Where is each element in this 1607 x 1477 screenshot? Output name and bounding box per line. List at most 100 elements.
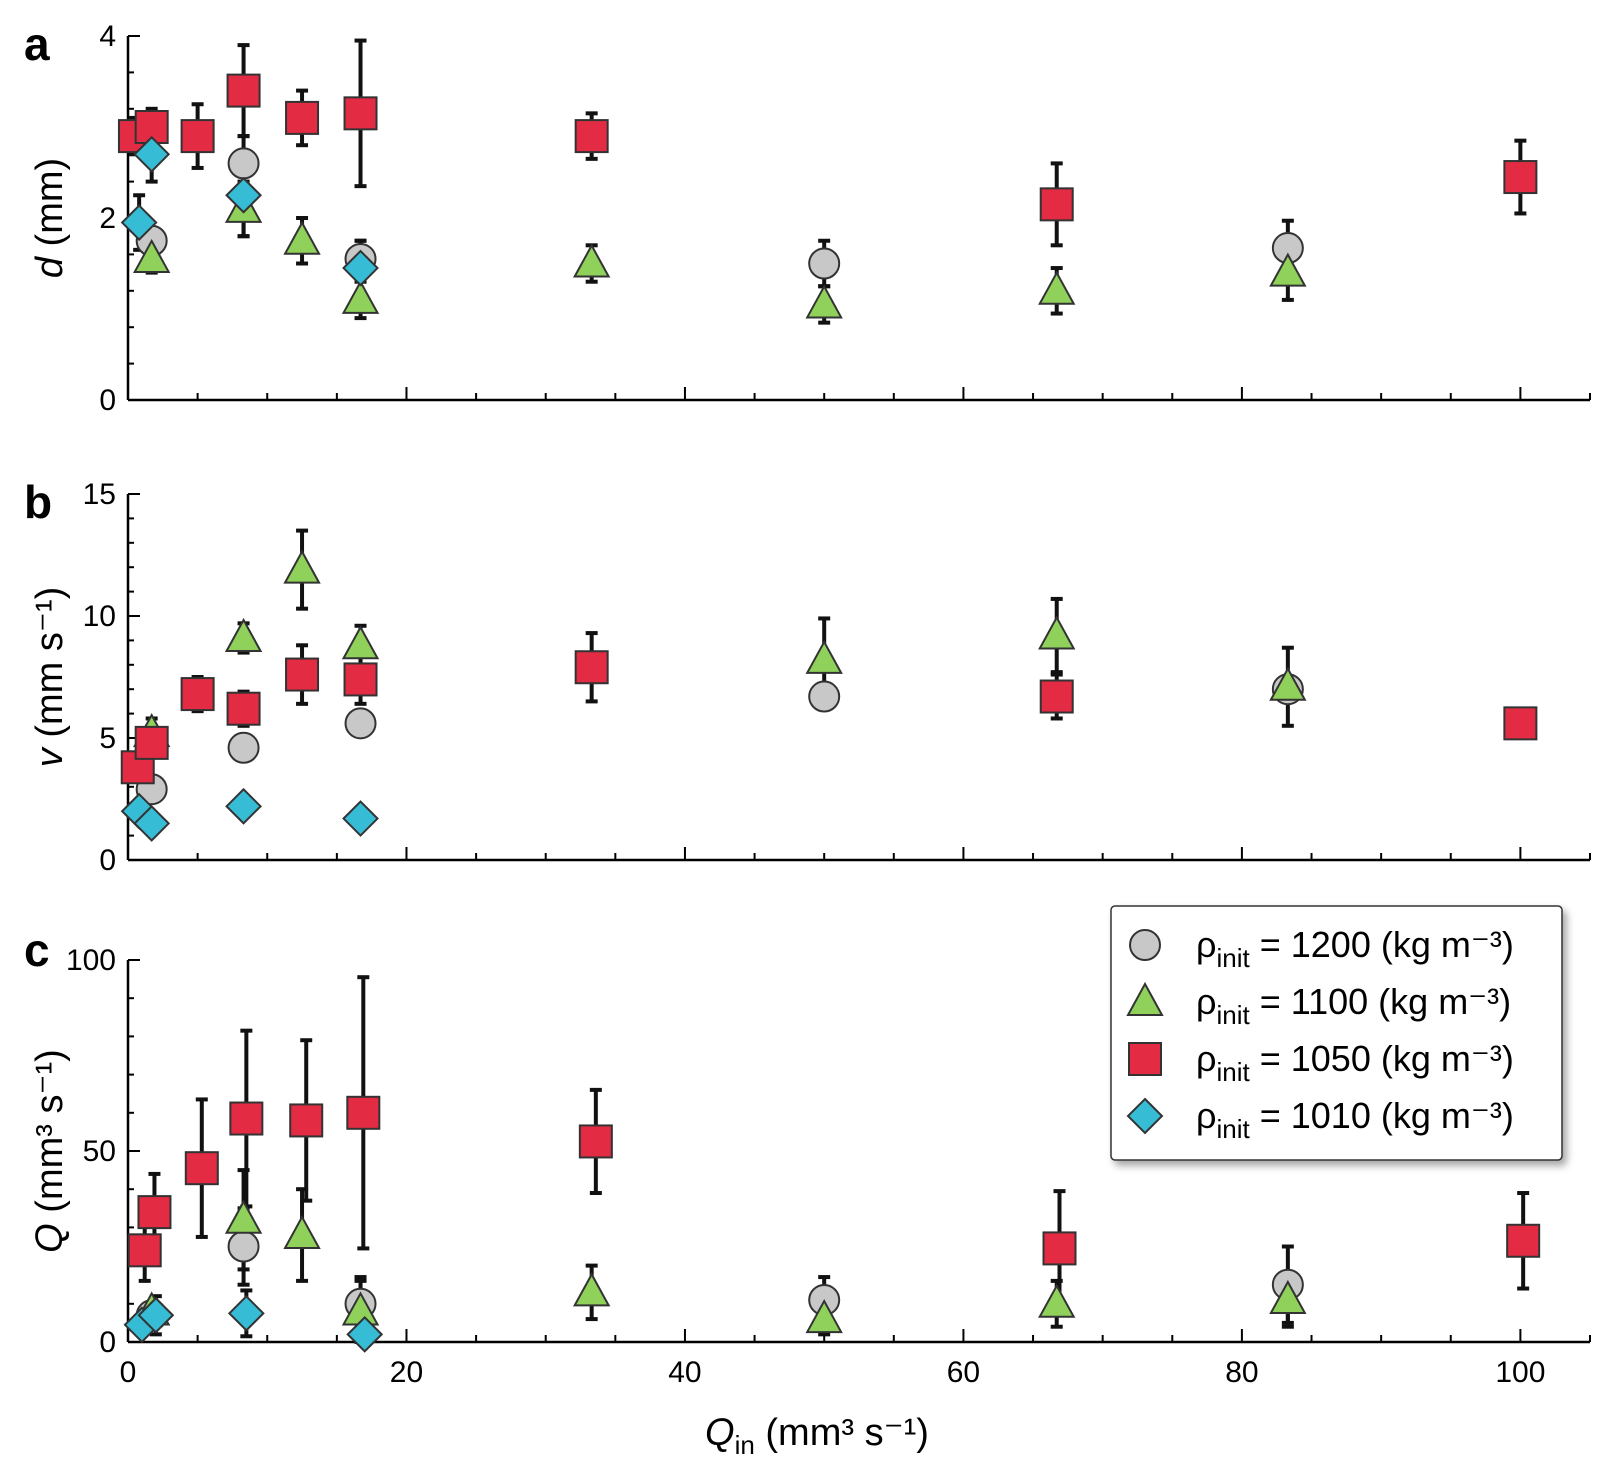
- data-point-1100: [283, 1214, 321, 1250]
- data-point-1050: [574, 119, 609, 154]
- series-1200-errorbars: [145, 134, 1294, 289]
- legend-marker-diamond: [1126, 1097, 1164, 1135]
- panel-label: b: [24, 476, 52, 528]
- legend-label: ρinit = 1200 (kg m⁻³): [1196, 924, 1514, 973]
- data-point-1050: [1039, 679, 1074, 714]
- series-1010: [123, 1294, 384, 1353]
- x-axis-title-unit: (mm³ s⁻¹): [755, 1412, 929, 1454]
- legend-label: ρinit = 1050 (kg m⁻³): [1196, 1038, 1514, 1087]
- data-point-1200: [808, 680, 841, 713]
- data-point-1200: [227, 147, 260, 180]
- data-point-1100: [341, 625, 380, 660]
- y-tick-label: 5: [99, 722, 116, 755]
- legend-item-1050: ρinit = 1050 (kg m⁻³): [1128, 1038, 1514, 1087]
- data-point-1010: [133, 135, 171, 173]
- data-point-1010: [346, 1315, 384, 1353]
- data-point-1100: [341, 279, 380, 314]
- x-tick-label: 60: [947, 1356, 980, 1389]
- y-tick-label: 2: [99, 202, 116, 235]
- y-axis-title: Q (mm³ s⁻¹): [29, 1049, 71, 1253]
- legend-item-1010: ρinit = 1010 (kg m⁻³): [1126, 1095, 1514, 1144]
- data-point-1050: [1503, 160, 1538, 195]
- panel-label: a: [24, 18, 50, 70]
- y-tick-label: 10: [83, 600, 116, 633]
- data-point-1100: [283, 549, 321, 584]
- panel-c: 0 50 100 0 20 40 60 80 100 c Q (mm³ s⁻¹): [24, 924, 1591, 1389]
- data-point-1050: [137, 1195, 172, 1230]
- x-tick-label: 40: [668, 1356, 701, 1389]
- data-point-1010: [225, 787, 262, 825]
- series-1100-errorbars: [237, 1168, 1294, 1344]
- series-1100: [132, 549, 1307, 748]
- data-point-1010: [227, 1294, 265, 1332]
- y-tick-label: 100: [66, 944, 116, 977]
- y-axis-title: d (mm): [29, 158, 71, 278]
- data-point-1050: [226, 73, 261, 108]
- y-axis-title-var: Q: [29, 1223, 71, 1253]
- data-point-1100: [805, 639, 843, 674]
- data-point-1050: [346, 1095, 381, 1130]
- series-1200-errorbars: [237, 1206, 1294, 1333]
- data-point-1100: [1269, 1279, 1307, 1314]
- y-tick-label: 0: [99, 844, 116, 877]
- y-tick-label: 4: [99, 20, 116, 53]
- data-point-1050: [1039, 187, 1074, 222]
- data-point-1050: [229, 1101, 264, 1136]
- legend-label: ρinit = 1010 (kg m⁻³): [1196, 1095, 1514, 1144]
- y-tick-label: 50: [83, 1135, 116, 1168]
- legend-marker-circle: [1129, 929, 1161, 961]
- y-tick-label: 15: [83, 478, 116, 511]
- data-point-1010: [137, 1296, 175, 1334]
- data-point-1100: [1038, 615, 1076, 650]
- y-axis-title-unit: (mm): [29, 158, 71, 257]
- data-point-1200: [808, 247, 841, 280]
- legend-item-1200: ρinit = 1200 (kg m⁻³): [1129, 924, 1514, 973]
- data-point-1050: [184, 1151, 219, 1186]
- x-tick-label: 0: [120, 1356, 137, 1389]
- legend-item-1100: ρinit = 1100 (kg m⁻³): [1126, 981, 1511, 1030]
- data-point-1100: [805, 1299, 843, 1334]
- series-1200: [135, 673, 1304, 806]
- data-point-1050: [134, 725, 169, 760]
- data-point-1100: [572, 243, 611, 278]
- x-tick-label: 80: [1225, 1356, 1258, 1389]
- data-point-1010: [342, 249, 379, 287]
- data-point-1100: [132, 238, 171, 273]
- data-point-1050: [343, 662, 378, 697]
- data-point-1100: [1038, 270, 1076, 305]
- data-point-1200: [227, 1230, 260, 1263]
- x-tick-label: 100: [1495, 1356, 1545, 1389]
- series-1100: [132, 1199, 1307, 1334]
- data-point-1050: [578, 1124, 613, 1159]
- series-1050: [127, 1095, 1541, 1268]
- series-1050: [120, 650, 1538, 785]
- x-axis-title-sub: in: [735, 1430, 755, 1460]
- data-point-1050: [1503, 706, 1538, 741]
- series-1010: [120, 787, 379, 842]
- data-point-1200: [344, 707, 377, 740]
- data-point-1050: [343, 96, 378, 131]
- y-tick-label: 0: [99, 1326, 116, 1359]
- data-point-1050: [180, 119, 215, 154]
- data-point-1050: [1506, 1223, 1541, 1258]
- y-axis-title-var: d: [29, 255, 71, 278]
- data-point-1050: [180, 677, 215, 712]
- y-axis-title-unit: (mm³ s⁻¹): [29, 1049, 71, 1223]
- panel-a: 0 2 4 a d (mm): [24, 18, 1591, 417]
- series-1050-errorbars: [191, 631, 1527, 738]
- data-point-1100: [1269, 252, 1307, 287]
- legend: ρinit = 1200 (kg m⁻³) ρinit = 1100 (kg m⁻…: [1110, 905, 1563, 1161]
- data-point-1200: [227, 731, 260, 764]
- panel-label: c: [24, 924, 50, 976]
- data-point-1050: [127, 1233, 162, 1268]
- data-point-1010: [342, 800, 379, 837]
- legend-marker-square: [1128, 1042, 1162, 1076]
- data-point-1100: [283, 220, 321, 255]
- data-point-1010: [120, 204, 158, 241]
- x-tick-label: 20: [390, 1356, 423, 1389]
- data-point-1050: [289, 1103, 324, 1138]
- series-1200: [135, 147, 1304, 280]
- series-1100-errorbars: [145, 528, 1294, 750]
- data-point-1010: [225, 176, 262, 214]
- x-axis-title-var: Q: [705, 1412, 735, 1454]
